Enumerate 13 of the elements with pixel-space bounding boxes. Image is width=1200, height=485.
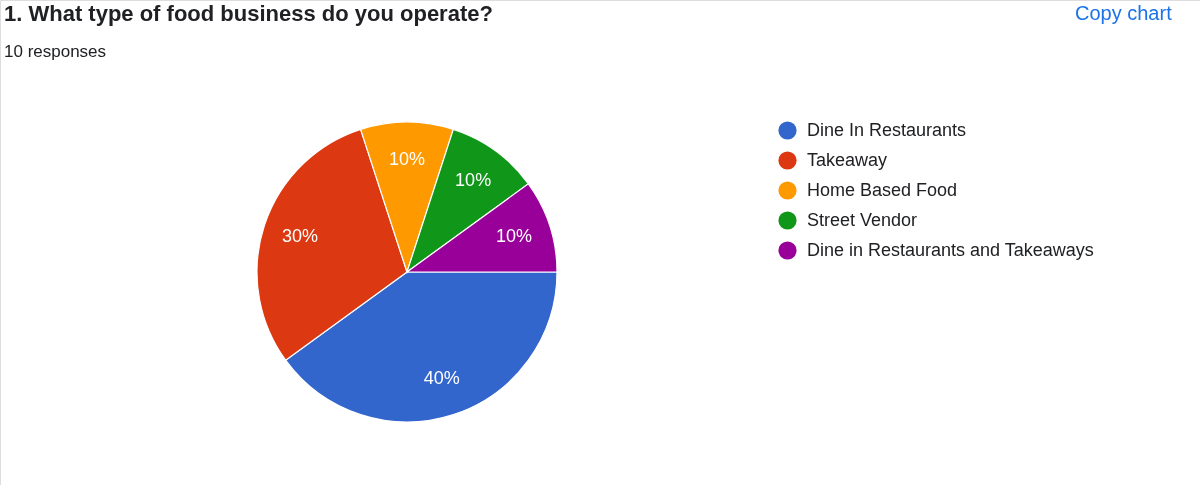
data-label: 10% [495, 226, 533, 247]
chart-title: 1. What type of food business do you operate? [4, 1, 493, 26]
data-label: 30% [281, 226, 319, 247]
legend-label: Street Vendor [807, 209, 918, 230]
text: Copy chart [1075, 2, 1173, 24]
data-label: 40% [423, 367, 460, 388]
text: 10 responses [4, 42, 107, 61]
legend-label: Dine in Restaurants and Takeaways [807, 239, 1094, 260]
legend-label: Home Based Food [807, 179, 958, 200]
legend-label: Takeaway [807, 149, 888, 170]
data-label: 10% [455, 169, 492, 190]
data-label: 10% [388, 148, 426, 169]
legend-label: Dine In Restaurants [807, 119, 967, 140]
